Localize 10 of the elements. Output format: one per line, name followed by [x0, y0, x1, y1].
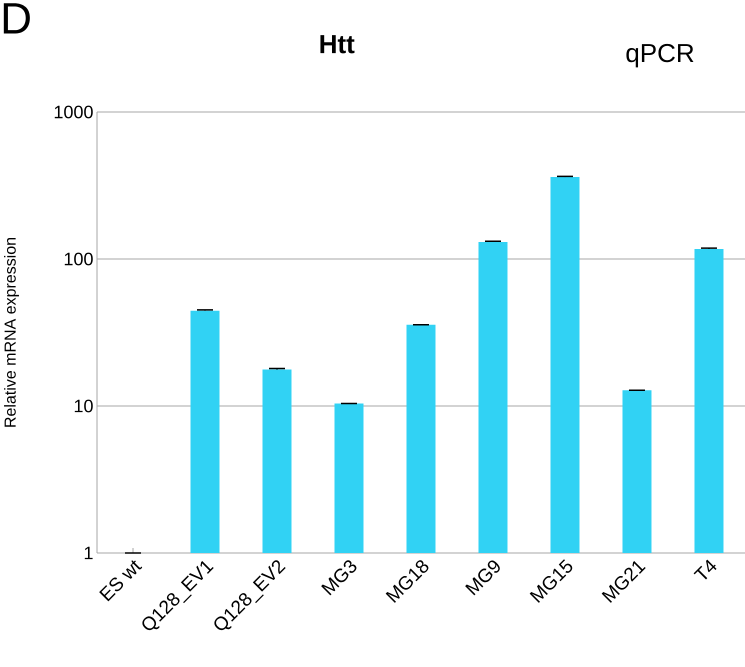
x-tick-label: T4 [694, 560, 717, 580]
text: D [4, 3, 30, 34]
y-tick-label: 100 [64, 252, 93, 266]
y-tick-label: 1000 [54, 106, 93, 118]
y-tick-label: 1 [84, 546, 93, 560]
text: qPCR [626, 44, 694, 68]
y-axis-title: Relative mRNA expression [4, 238, 19, 427]
x-tick-label: ES wt [99, 560, 142, 602]
y-tick-label: 10 [74, 400, 93, 412]
chart-title: Htt [320, 35, 354, 54]
